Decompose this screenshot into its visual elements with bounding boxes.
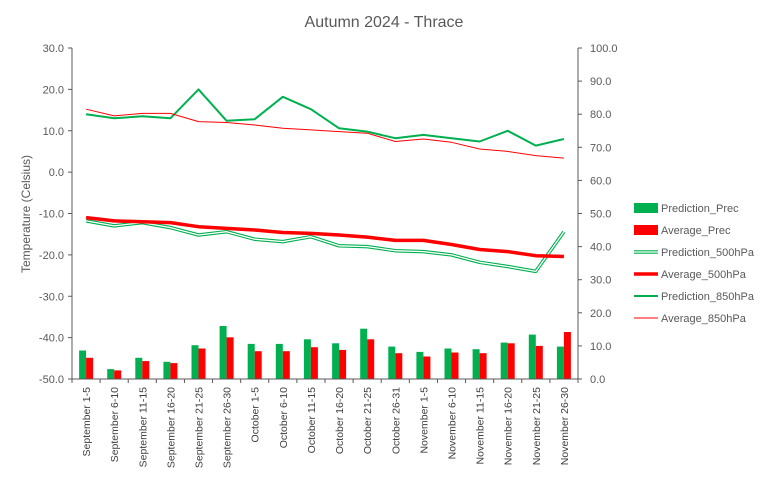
lines-layer [85,88,566,274]
bar-average-prec-3 [170,363,178,379]
legend-prediction-500hpa-label: Prediction_500hPa [661,247,755,259]
bar-prediction-prec-8 [303,339,311,379]
y-left-tick-label-3: -20.0 [39,250,64,262]
bar-average-prec-5 [226,337,234,379]
bar-average-prec-8 [310,347,318,379]
y-right-tick-label-8: 80.0 [590,109,611,121]
bar-average-prec-1 [114,370,122,379]
x-tick-label-6: October 1-5 [250,387,262,443]
bar-prediction-prec-16 [528,334,536,379]
bar-prediction-prec-0 [79,350,87,379]
x-tick-label-0: September 1-5 [81,387,93,457]
y-left-tick-label-7: 20.0 [43,84,64,96]
legend-average-prec-label: Average_Prec [661,225,731,237]
x-tick-label-12: November 1-5 [418,387,430,454]
x-tick-label-9: October 16-20 [334,387,346,454]
bar-average-prec-0 [86,357,94,379]
legend-average-500hpa-label: Average_500hPa [661,269,747,281]
y-left-tick-label-5: 0.0 [49,167,64,179]
bar-average-prec-12 [423,356,431,379]
bar-average-prec-14 [479,353,487,379]
bar-prediction-prec-15 [500,342,508,379]
y-right-tick-label-9: 90.0 [590,76,611,88]
y-right-tick-label-3: 30.0 [590,275,611,287]
bars-layer [79,326,571,379]
bar-prediction-prec-7 [275,343,283,379]
axes-layer: -50.0 -40.0 -30.0 -20.0 -10.0 0.0 10.0 20.0 30.0… [39,43,618,468]
y-left-tick-label-8: 30.0 [43,43,64,55]
y-right-tick-label-6: 60.0 [590,175,611,187]
bar-prediction-prec-10 [360,328,368,379]
bar-prediction-prec-12 [416,351,424,379]
x-tick-label-14: November 11-15 [475,387,487,465]
x-tick-label-11: October 26-31 [390,387,402,454]
bar-average-prec-9 [339,349,347,379]
bar-average-prec-13 [451,352,459,379]
bar-prediction-prec-2 [135,357,143,379]
bar-prediction-prec-13 [444,348,452,379]
x-tick-label-3: September 16-20 [165,387,177,468]
x-tick-label-16: November 21-25 [531,387,543,465]
line-average-850hpa [85,108,564,159]
x-tick-label-1: September 6-10 [109,387,121,462]
y-axis-label: Temperature (Celsius) [19,155,33,273]
legend-average-850hpa-label: Average_850hPa [661,313,747,325]
line-prediction-850hpa [85,88,565,147]
y-right-tick-label-4: 40.0 [590,242,611,254]
y-left-tick-label-6: 10.0 [43,126,64,138]
y-right-tick-label-2: 20.0 [590,308,611,320]
line-prediction-500hpa-inner [85,220,565,273]
y-left-tick-label-2: -30.0 [39,291,64,303]
legend-prediction-850hpa-label: Prediction_850hPa [661,291,755,303]
y-right-tick-label-5: 50.0 [590,209,611,221]
x-tick-label-5: September 26-30 [222,387,234,468]
bar-average-prec-15 [507,343,515,379]
bar-average-prec-11 [395,353,403,379]
legend-prediction-prec-swatch [634,203,658,213]
bar-average-prec-7 [282,351,290,379]
legend-average-prec-swatch [634,225,658,235]
bar-average-prec-4 [198,348,206,379]
y-left-tick-label-0: -50.0 [39,374,64,386]
line-average-500hpa [85,215,564,259]
bar-prediction-prec-1 [107,369,115,379]
bar-average-prec-17 [563,332,571,379]
bar-prediction-prec-11 [388,346,396,379]
x-tick-label-7: October 6-10 [278,387,290,448]
bar-average-prec-6 [254,351,262,379]
chart-title: Autumn 2024 - Thrace [305,14,464,31]
x-tick-label-17: November 26-30 [559,387,571,465]
x-tick-label-13: November 6-10 [447,387,459,460]
y-right-tick-label-7: 70.0 [590,142,611,154]
x-tick-label-10: October 21-25 [362,387,374,454]
legend: Prediction_Prec Average_Prec Prediction_50… [634,203,755,325]
bar-prediction-prec-14 [472,349,480,379]
bar-average-prec-2 [142,361,150,379]
y-left-tick-label-4: -10.0 [39,209,64,221]
bar-prediction-prec-4 [191,345,199,379]
bar-prediction-prec-5 [219,326,227,379]
x-tick-label-8: October 11-15 [306,387,318,454]
y-left-tick-label-1: -40.0 [39,333,64,345]
bar-prediction-prec-6 [247,343,255,379]
x-tick-label-2: September 11-15 [137,387,149,468]
bar-average-prec-10 [367,339,375,379]
bar-prediction-prec-9 [332,343,340,379]
y-right-tick-label-1: 10.0 [590,341,611,353]
x-tick-label-4: September 21-25 [194,387,206,468]
legend-prediction-prec-label: Prediction_Prec [661,203,739,215]
bar-prediction-prec-17 [556,346,564,379]
y-right-tick-label-0: 0.0 [590,374,605,386]
bar-prediction-prec-3 [163,361,171,379]
x-tick-label-15: November 16-20 [503,387,515,465]
y-right-tick-label-10: 100.0 [590,43,618,55]
bar-average-prec-16 [535,345,543,379]
